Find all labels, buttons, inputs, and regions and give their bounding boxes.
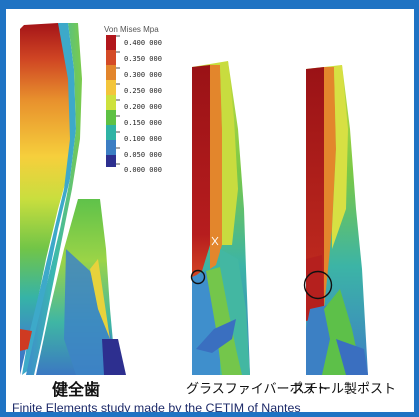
legend-colorbar	[106, 35, 120, 167]
legend-tick-label: 0.100 000	[124, 135, 162, 143]
steel-post-model	[303, 65, 368, 375]
legend-tick-label: 0.250 000	[124, 87, 162, 95]
legend-tick-label: 0.050 000	[124, 151, 162, 159]
figure-caption: Finite Elements study made by the CETIM …	[12, 401, 301, 412]
legend-tick-label: 0.150 000	[124, 119, 162, 127]
legend-tick-label: 0.350 000	[124, 55, 162, 63]
healthy-tooth-model	[20, 23, 126, 375]
legend-tick-label: 0.200 000	[124, 103, 162, 111]
label-steel-post: スチール製ポスト	[292, 382, 397, 397]
figure-panel: Von Mises Mpa 0.400 000 0.350 000 0.300 …	[6, 9, 414, 412]
glass-fiber-post-model	[190, 61, 250, 375]
legend-tick-label: 0.000 000	[124, 166, 162, 174]
label-healthy-tooth: 健全歯	[52, 380, 101, 399]
legend-tick-label: 0.300 000	[124, 71, 162, 79]
label-glass-fiber-post: グラスファイバーポスト	[186, 382, 329, 397]
fea-stress-visualization	[20, 23, 368, 375]
legend-tick-label: 0.400 000	[124, 39, 162, 47]
legend-title: Von Mises Mpa	[104, 25, 159, 34]
